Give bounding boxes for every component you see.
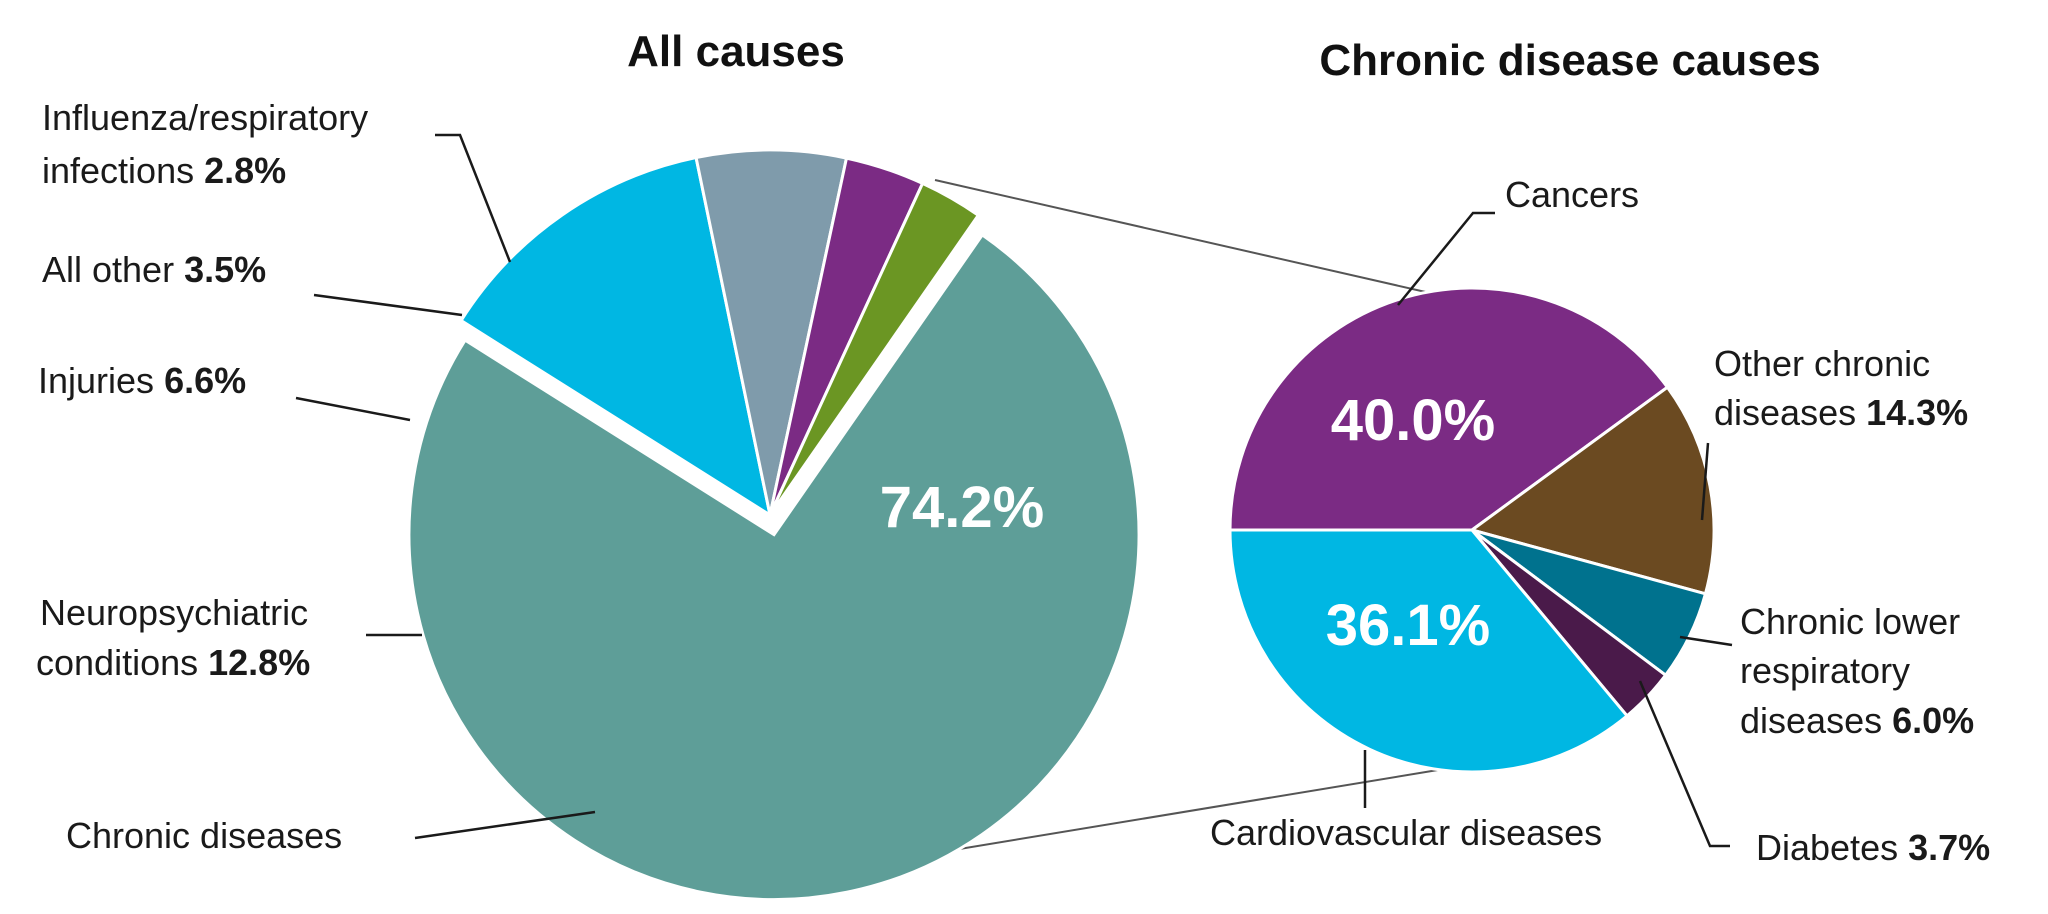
label-neuro-line1: Neuropsychiatric	[40, 592, 308, 633]
slice-injuries	[694, 148, 849, 516]
leader-chronic	[414, 810, 596, 840]
leader-clrd	[1679, 635, 1733, 647]
slice-chronic-diseases	[407, 232, 1141, 902]
value-cancers: 40.0%	[1331, 388, 1495, 453]
label-clrd-1: Chronic lower	[1740, 601, 1960, 642]
leader-influenza	[435, 133, 512, 263]
label-clrd-line3: diseases	[1740, 700, 1882, 741]
value-cardiovascular: 36.1%	[1326, 593, 1490, 658]
label-other-chronic-pct: 14.3%	[1866, 392, 1968, 433]
leader-all-other	[313, 293, 463, 317]
label-neuro: Neuropsychiatric	[40, 592, 308, 633]
label-influenza-pct: 2.8%	[204, 150, 286, 191]
chronic-causes-title: Chronic disease causes	[1319, 36, 1820, 85]
label-diabetes-name: Diabetes	[1756, 827, 1898, 868]
label-neuro-line2: conditions	[36, 642, 198, 683]
label-all-other-pct: 3.5%	[184, 249, 266, 290]
label-clrd-2: respiratory	[1740, 650, 1910, 691]
slice-cardiovascular-diseases	[1228, 528, 1630, 774]
label-injuries-pct: 6.6%	[164, 360, 246, 401]
label-influenza: Influenza/respiratory	[42, 97, 368, 138]
label-diabetes: Diabetes 3.7%	[1756, 827, 1990, 868]
slice-influenza-respiratory-infections	[768, 181, 981, 516]
value-chronic-diseases: 74.2%	[880, 475, 1044, 540]
label-influenza-line1: Influenza/respiratory	[42, 97, 368, 138]
slice-cancers	[1228, 286, 1670, 532]
label-cardio: Cardiovascular diseases	[1210, 812, 1602, 853]
slice-neuropsychiatric-conditions	[459, 155, 773, 519]
leader-injuries	[295, 396, 411, 422]
connector-bottom-line	[904, 767, 1451, 859]
label-influenza-line2: infections	[42, 150, 194, 191]
leader-diabetes	[1638, 680, 1730, 848]
all-causes-title: All causes	[627, 27, 845, 76]
label-neuro-2: conditions 12.8%	[36, 642, 310, 683]
leader-other-chronic	[1700, 442, 1710, 521]
all-causes-pie	[407, 148, 1141, 902]
slice-other-chronic-diseases	[1468, 385, 1716, 596]
label-clrd-pct: 6.0%	[1892, 700, 1974, 741]
connector-top-line	[934, 179, 1431, 294]
label-cancers: Cancers	[1505, 174, 1639, 215]
label-injuries: Injuries 6.6%	[38, 360, 246, 401]
chronic-disease-causes-pie	[1228, 286, 1716, 774]
label-other-chronic-line2: diseases	[1714, 392, 1856, 433]
leader-cancers	[1397, 211, 1495, 306]
label-clrd-3: diseases 6.0%	[1740, 700, 1974, 741]
label-influenza-2: infections 2.8%	[42, 150, 286, 191]
label-other-chronic-2: diseases 14.3%	[1714, 392, 1968, 433]
label-all-other-name: All other	[42, 249, 174, 290]
label-neuro-pct: 12.8%	[208, 642, 310, 683]
label-injuries-name: Injuries	[38, 360, 154, 401]
label-diabetes-pct: 3.7%	[1908, 827, 1990, 868]
label-all-other: All other 3.5%	[42, 249, 266, 290]
label-other-chronic: Other chronic	[1714, 343, 1930, 384]
label-chronic-diseases: Chronic diseases	[66, 815, 342, 856]
